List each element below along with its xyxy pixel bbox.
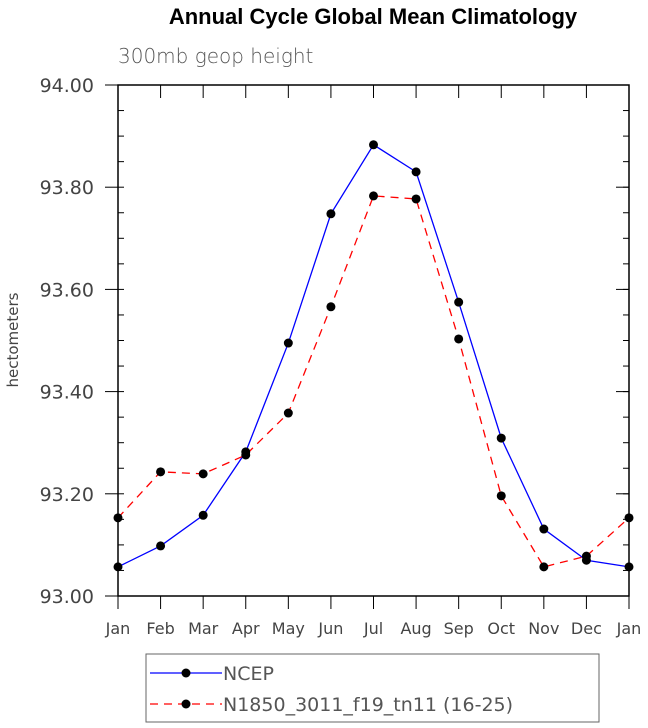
chart-title: Annual Cycle Global Mean Climatology <box>169 4 578 29</box>
y-tick-label: 93.40 <box>40 382 94 404</box>
x-tick-label: Jan <box>616 619 642 638</box>
data-point-series-0 <box>454 297 464 307</box>
x-tick-label: Dec <box>571 619 602 638</box>
data-point-series-0 <box>624 562 634 572</box>
data-point-series-1 <box>411 194 421 204</box>
plot-frame <box>117 84 630 597</box>
x-tick-label: Feb <box>146 619 174 638</box>
x-tick-label: May <box>272 619 305 638</box>
data-point-series-1 <box>624 513 634 523</box>
data-point-series-0 <box>283 338 293 348</box>
chart-subtitle: 300mb geop height <box>118 44 313 68</box>
x-tick-label: Jul <box>363 619 383 638</box>
x-tick-label: Sep <box>444 619 474 638</box>
series-line-0 <box>117 143 630 568</box>
data-point-series-0 <box>156 541 166 551</box>
legend-marker-model <box>181 699 191 709</box>
x-tick-label: Apr <box>232 619 260 638</box>
x-tick-label: Oct <box>487 619 515 638</box>
data-point-series-0 <box>496 433 506 443</box>
data-point-series-1 <box>113 513 123 523</box>
y-axis-label: hectometers <box>4 292 22 387</box>
data-point-series-1 <box>283 408 293 418</box>
data-point-series-1 <box>369 191 378 201</box>
data-point-series-1 <box>241 450 251 460</box>
data-point-series-0 <box>539 524 549 534</box>
legend-marker-ncep <box>181 668 191 678</box>
data-point-series-0 <box>113 562 123 572</box>
legend-label-ncep: NCEP <box>223 663 274 685</box>
x-tick-label: Aug <box>400 619 431 638</box>
data-point-series-1 <box>581 551 591 561</box>
data-point-series-1 <box>539 562 549 572</box>
x-tick-label: Nov <box>528 619 559 638</box>
y-tick-label: 94.00 <box>40 75 94 97</box>
data-point-series-1 <box>454 334 464 344</box>
data-point-series-1 <box>496 491 506 501</box>
data-point-series-1 <box>156 467 166 477</box>
data-point-series-0 <box>198 510 208 520</box>
y-tick-label: 93.20 <box>40 484 94 506</box>
data-point-series-0 <box>411 167 421 177</box>
x-tick-label: Jan <box>105 619 131 638</box>
x-tick-label: Jun <box>317 619 343 638</box>
y-tick-label: 93.00 <box>40 586 94 608</box>
data-point-series-1 <box>326 302 336 312</box>
legend: NCEP N1850_3011_f19_tn11 (16-25) <box>145 653 600 723</box>
data-point-series-0 <box>326 209 336 219</box>
legend-label-model: N1850_3011_f19_tn11 (16-25) <box>223 694 513 716</box>
x-tick-label: Mar <box>188 619 219 638</box>
series-line-1 <box>117 195 630 568</box>
data-point-series-0 <box>369 140 378 150</box>
y-tick-label: 93.80 <box>40 177 94 199</box>
data-point-series-1 <box>198 469 208 479</box>
legend-box <box>145 653 600 723</box>
y-tick-label: 93.60 <box>40 279 94 301</box>
